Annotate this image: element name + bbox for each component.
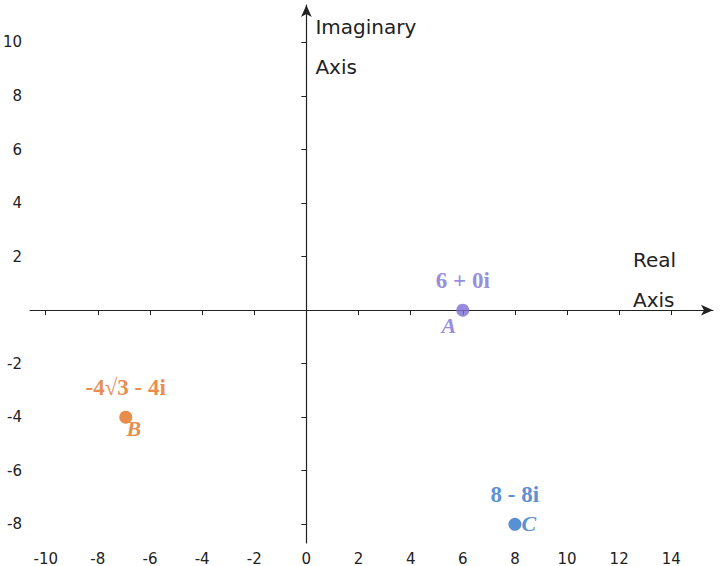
svg-text:8: 8 bbox=[510, 550, 520, 566]
svg-text:0: 0 bbox=[302, 550, 312, 566]
svg-text:6 + 0i: 6 + 0i bbox=[436, 268, 491, 293]
svg-text:C: C bbox=[522, 511, 537, 536]
svg-text:-8: -8 bbox=[90, 550, 105, 566]
svg-text:2: 2 bbox=[13, 248, 23, 266]
svg-text:10: 10 bbox=[557, 550, 576, 566]
svg-text:-6: -6 bbox=[143, 550, 158, 566]
svg-text:12: 12 bbox=[610, 550, 629, 566]
svg-text:-2: -2 bbox=[7, 355, 22, 373]
svg-text:A: A bbox=[439, 313, 456, 338]
svg-text:-4: -4 bbox=[7, 408, 22, 426]
svg-text:-10: -10 bbox=[33, 550, 58, 566]
svg-text:10: 10 bbox=[3, 33, 22, 51]
svg-text:Axis: Axis bbox=[633, 288, 675, 312]
svg-text:-6: -6 bbox=[7, 462, 22, 480]
svg-text:-4√3 - 4i: -4√3 - 4i bbox=[86, 375, 167, 400]
svg-text:Real: Real bbox=[633, 248, 676, 272]
svg-text:14: 14 bbox=[662, 550, 681, 566]
svg-text:-8: -8 bbox=[7, 515, 22, 533]
svg-text:6: 6 bbox=[458, 550, 468, 566]
svg-text:Axis: Axis bbox=[315, 55, 357, 79]
svg-text:B: B bbox=[125, 416, 141, 441]
svg-text:Imaginary: Imaginary bbox=[315, 15, 416, 39]
svg-text:6: 6 bbox=[13, 141, 23, 159]
svg-text:8 - 8i: 8 - 8i bbox=[491, 482, 540, 507]
svg-text:4: 4 bbox=[406, 550, 416, 566]
svg-text:4: 4 bbox=[13, 194, 23, 212]
svg-text:-2: -2 bbox=[247, 550, 262, 566]
svg-text:-4: -4 bbox=[195, 550, 210, 566]
svg-text:2: 2 bbox=[354, 550, 364, 566]
svg-text:8: 8 bbox=[13, 87, 23, 105]
